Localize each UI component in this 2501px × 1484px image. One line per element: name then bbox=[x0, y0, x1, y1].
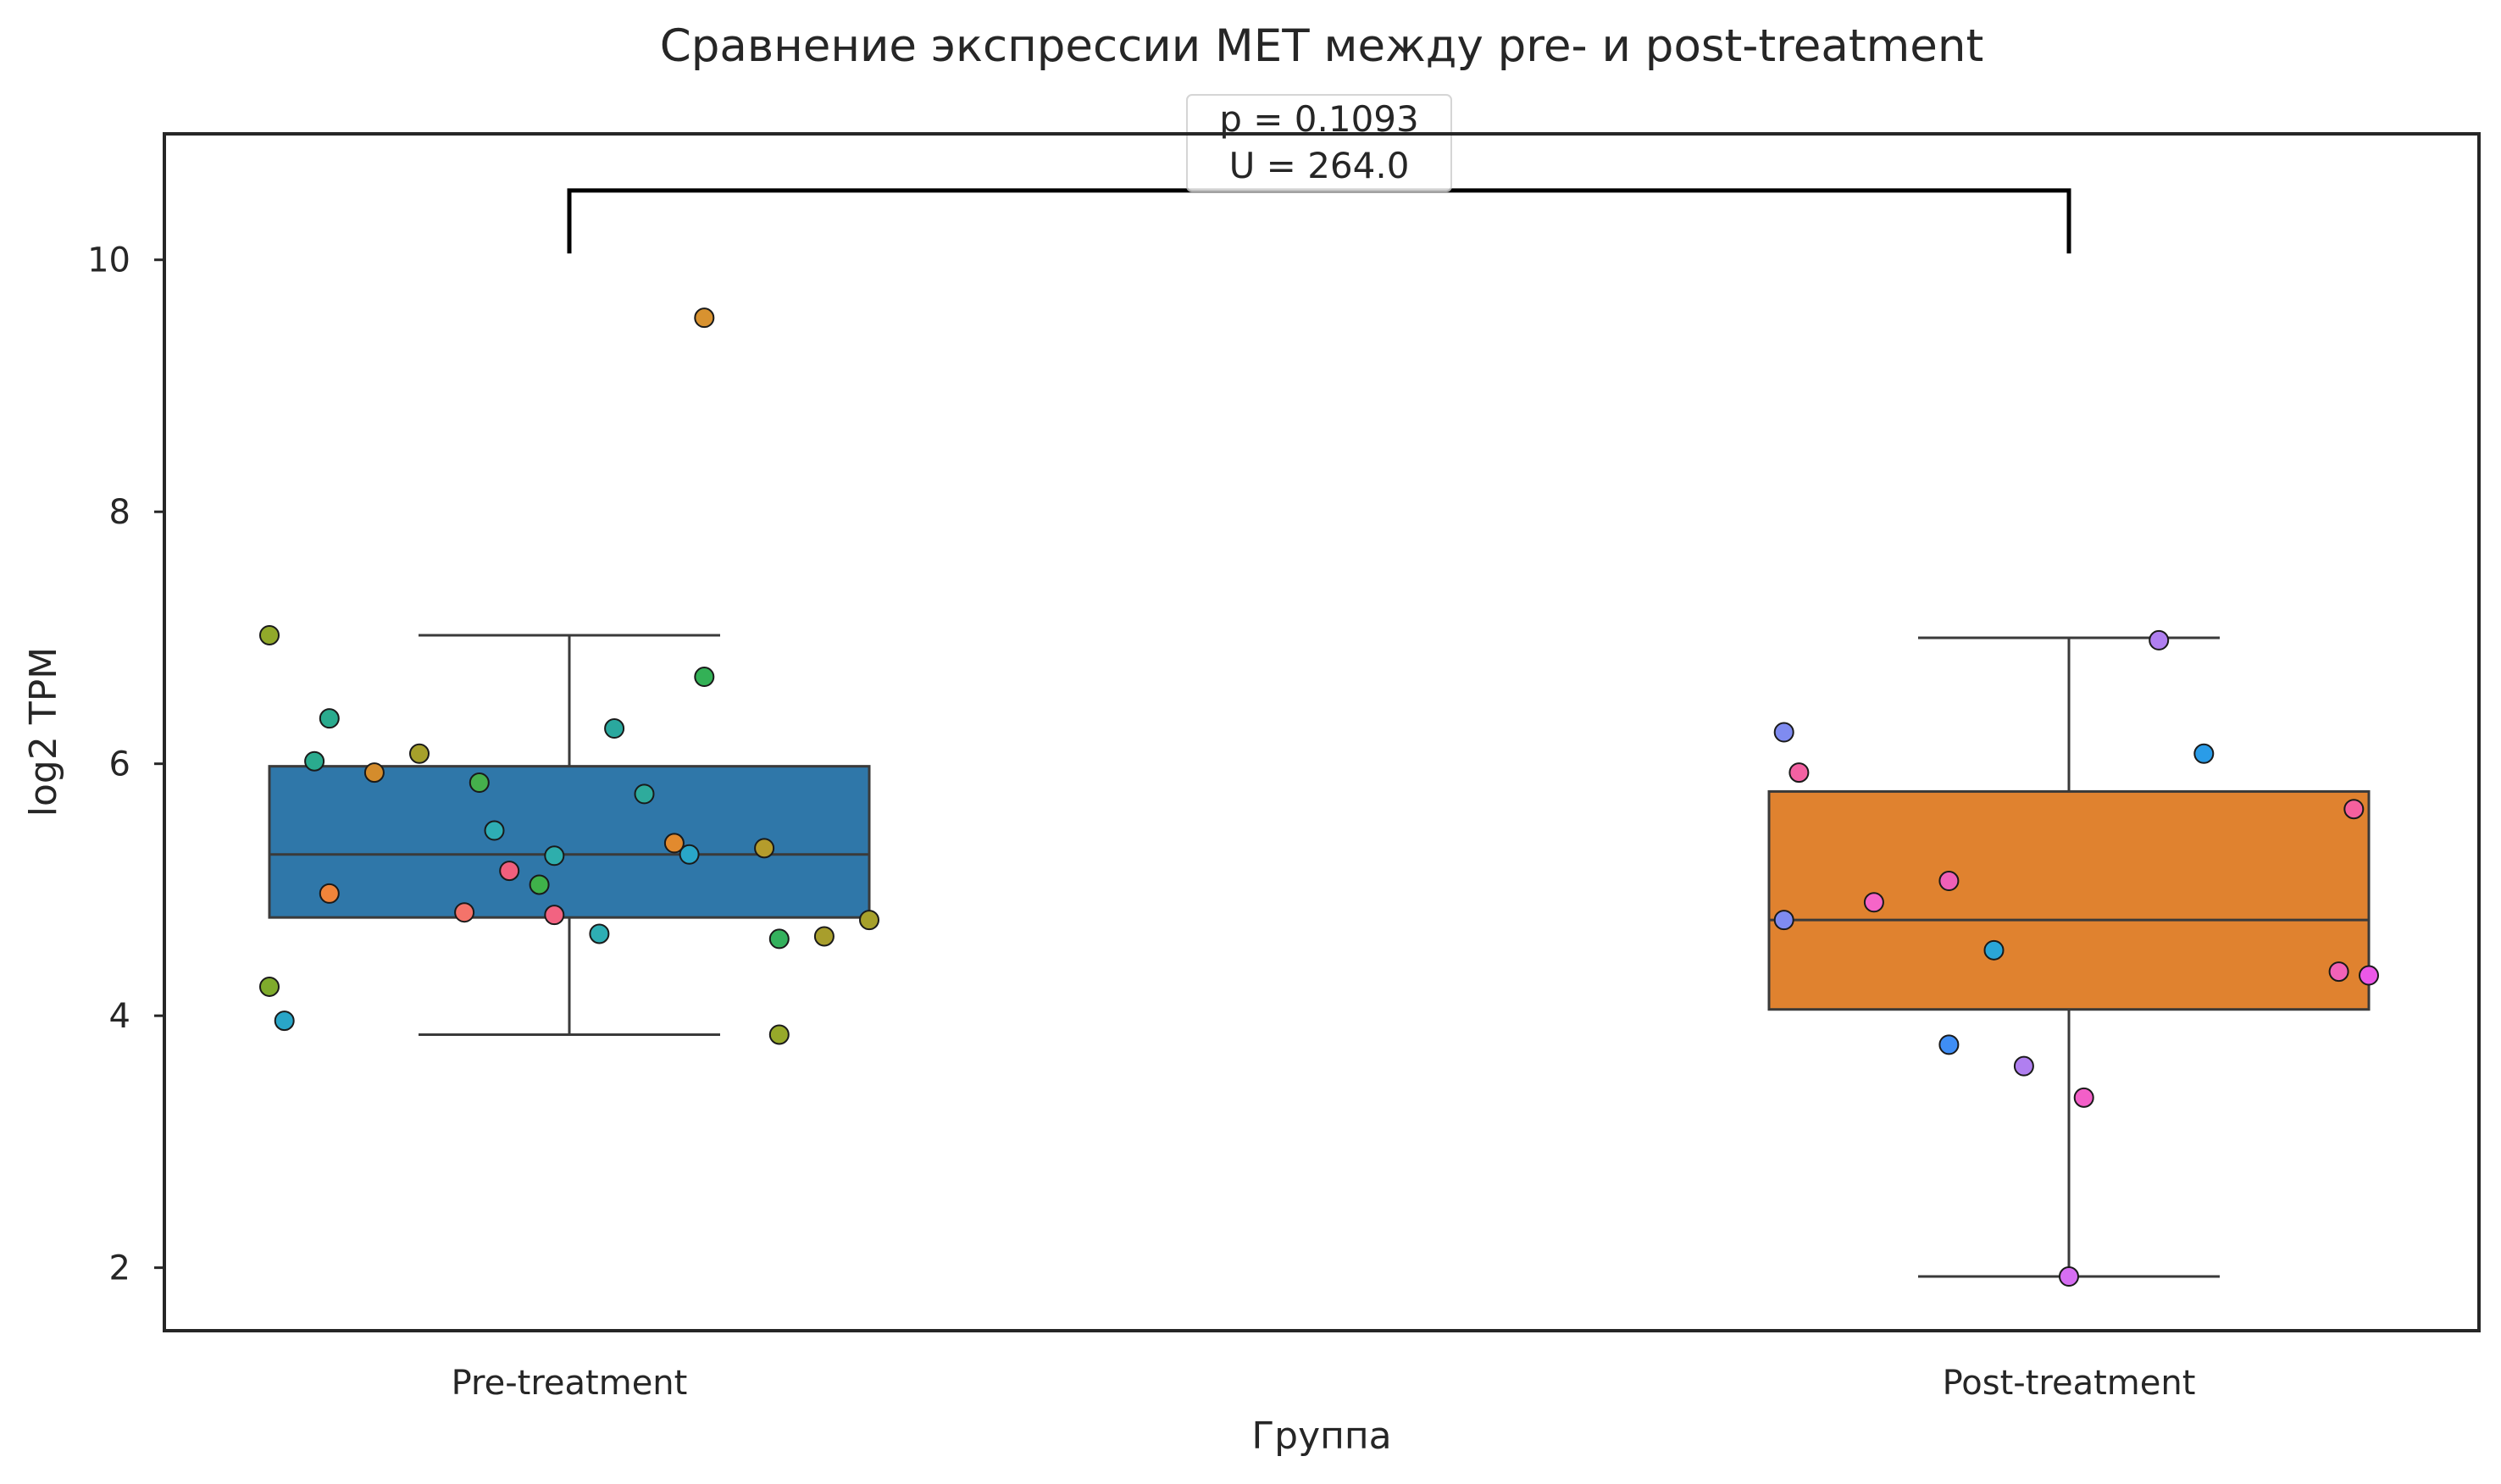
data-point bbox=[2013, 1055, 2034, 1077]
data-point bbox=[484, 820, 505, 841]
iqr-box bbox=[1767, 789, 2371, 1011]
data-point bbox=[2073, 1087, 2094, 1108]
data-point bbox=[274, 1011, 295, 1032]
data-point bbox=[754, 838, 775, 859]
data-point bbox=[2343, 799, 2365, 820]
data-point bbox=[1773, 722, 1794, 743]
data-point bbox=[2359, 965, 2379, 986]
data-point bbox=[1773, 910, 1794, 931]
data-point bbox=[319, 708, 340, 729]
annotation-box bbox=[1186, 94, 1452, 192]
plot-frame bbox=[163, 132, 2481, 1332]
data-point bbox=[304, 750, 325, 772]
data-point bbox=[694, 667, 715, 688]
data-point bbox=[813, 926, 835, 947]
data-point bbox=[1788, 762, 1810, 784]
data-point bbox=[663, 833, 685, 854]
y-tick-label: 6 bbox=[109, 745, 130, 784]
x-tick-label: Post-treatment bbox=[1943, 1364, 2196, 1403]
data-point bbox=[363, 762, 385, 784]
y-tick-label: 2 bbox=[109, 1249, 130, 1288]
data-point bbox=[499, 861, 520, 882]
data-point bbox=[768, 1024, 790, 1045]
data-point bbox=[544, 845, 565, 867]
data-point bbox=[2193, 743, 2215, 764]
data-point bbox=[1938, 871, 1960, 892]
data-point bbox=[319, 883, 340, 904]
data-point bbox=[679, 844, 700, 865]
data-point bbox=[409, 743, 430, 764]
data-point bbox=[1983, 939, 2005, 961]
y-axis-label: log2 TPM bbox=[22, 647, 65, 817]
data-point bbox=[604, 718, 625, 739]
data-point bbox=[2149, 629, 2170, 651]
data-point bbox=[544, 905, 565, 926]
data-point bbox=[1863, 892, 1884, 913]
data-point bbox=[634, 784, 655, 805]
x-tick-label: Pre-treatment bbox=[452, 1364, 688, 1403]
data-point bbox=[259, 976, 280, 997]
data-point bbox=[768, 928, 790, 950]
data-point bbox=[529, 874, 550, 895]
data-point bbox=[694, 307, 715, 329]
x-axis-label: Группа bbox=[1251, 1415, 1391, 1458]
iqr-box bbox=[268, 765, 871, 919]
u-statistic-label: U = 264.0 bbox=[1229, 145, 1410, 186]
y-tick-label: 10 bbox=[87, 241, 130, 280]
data-point bbox=[259, 624, 280, 645]
data-point bbox=[2059, 1266, 2079, 1287]
data-point bbox=[1938, 1034, 1960, 1055]
data-point bbox=[454, 902, 475, 923]
y-tick-label: 8 bbox=[109, 493, 130, 532]
chart-title: Сравнение экспрессии MET между pre- и po… bbox=[660, 20, 1984, 72]
y-tick-label: 4 bbox=[109, 997, 130, 1036]
data-point bbox=[469, 772, 490, 793]
data-point bbox=[589, 923, 610, 944]
data-point bbox=[859, 910, 879, 931]
data-point bbox=[2328, 961, 2349, 983]
